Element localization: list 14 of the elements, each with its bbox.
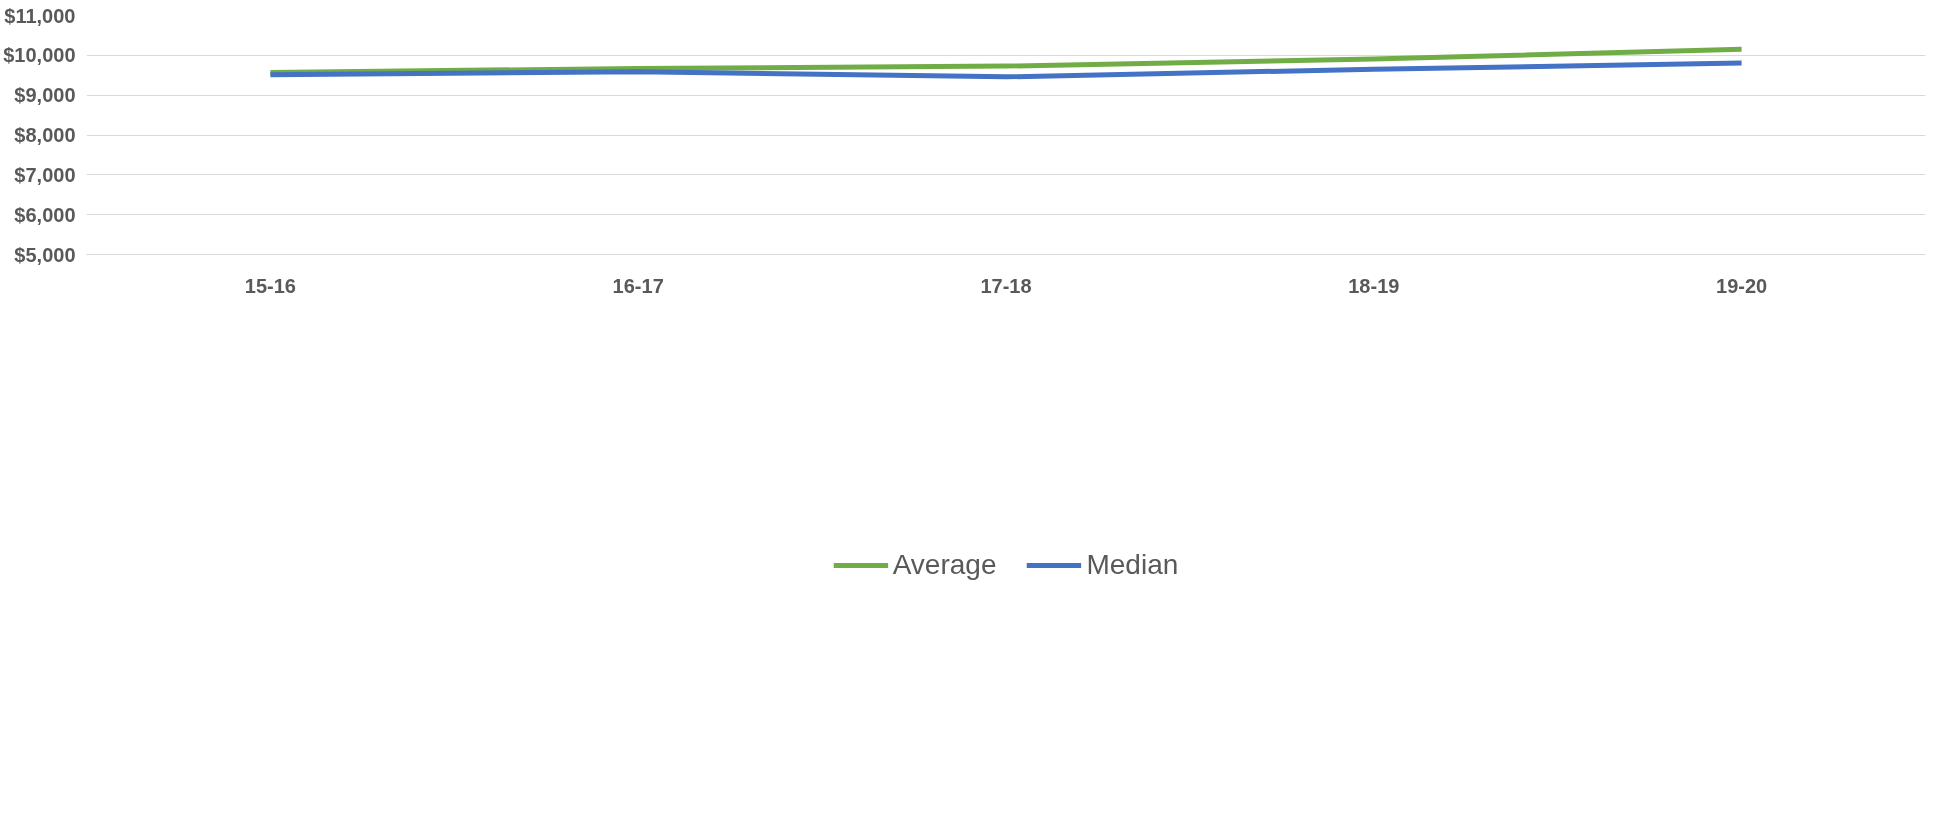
legend-label: Median bbox=[1086, 549, 1179, 581]
x-tick-label: 16-17 bbox=[612, 274, 664, 297]
y-tick-label: $7,000 bbox=[14, 163, 76, 186]
y-tick-label: $11,000 bbox=[4, 4, 76, 27]
y-tick-label: $9,000 bbox=[14, 84, 76, 107]
legend-label: Average bbox=[892, 549, 997, 581]
x-tick-label: 19-20 bbox=[1716, 274, 1768, 297]
x-tick-label: 17-18 bbox=[980, 274, 1032, 297]
y-tick-label: $10,000 bbox=[3, 44, 76, 67]
y-tick-label: $6,000 bbox=[14, 203, 76, 226]
x-tick-label: 15-16 bbox=[244, 274, 296, 297]
y-tick-label: $5,000 bbox=[14, 243, 76, 266]
x-tick-label: 18-19 bbox=[1348, 274, 1400, 297]
y-tick-label: $8,000 bbox=[14, 124, 76, 146]
